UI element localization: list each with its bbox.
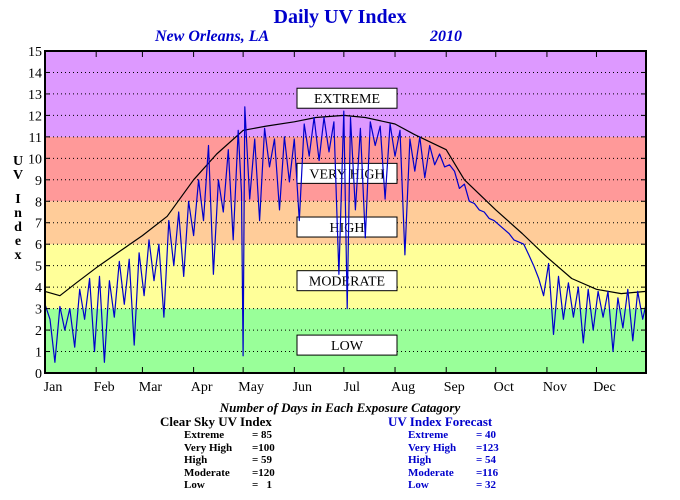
- band-label-high: HIGH: [296, 216, 398, 238]
- y-tick-label: 15: [28, 45, 42, 60]
- clear-sky-row-low: Low = 1: [160, 479, 275, 492]
- forecast-row-value: = 32: [476, 479, 497, 491]
- chart-subtitle-location: New Orleans, LA: [154, 28, 270, 45]
- y-tick-label: 9: [35, 174, 42, 189]
- forecast-row-extreme: Extreme = 40: [388, 429, 499, 442]
- forecast-row-value: =123: [476, 441, 499, 454]
- x-tick-label: Mar: [139, 380, 163, 395]
- y-tick-label: 14: [28, 66, 42, 81]
- band-label-low: LOW: [296, 334, 398, 356]
- chart-subtitle-year: 2010: [429, 28, 462, 45]
- forecast-row-moderate: Moderate =116: [388, 467, 499, 480]
- forecast-row-value: = 54: [476, 454, 497, 466]
- band-label-box: [296, 216, 398, 238]
- clear-sky-row-value: = 85: [252, 429, 273, 441]
- clear-sky-row-label: Low: [184, 479, 205, 491]
- series-uv-index-forecast: [44, 106, 647, 363]
- clear-sky-row-value: = 59: [252, 454, 273, 466]
- clear-sky-row-moderate: Moderate =120: [160, 467, 275, 480]
- y-tick-label: 12: [28, 109, 42, 124]
- band-label-text: LOW: [331, 339, 364, 354]
- x-tick-label: Sep: [444, 380, 465, 395]
- x-tick-label: Jul: [344, 380, 360, 395]
- band-label-box: [296, 334, 398, 356]
- y-tick-label: 10: [28, 152, 42, 167]
- forecast-row-high: High = 54: [388, 454, 499, 467]
- clear-sky-row-value: =120: [252, 466, 275, 479]
- x-tick-label: Jan: [44, 380, 63, 395]
- x-tick-label: Feb: [94, 380, 115, 395]
- clear-sky-row-label: Very High: [184, 441, 233, 454]
- clear-sky-stats: Clear Sky UV Index Extreme = 85 Very High =…: [160, 414, 275, 492]
- y-tick-label: 5: [35, 260, 42, 275]
- x-tick-label: Dec: [593, 380, 616, 395]
- clear-sky-row-value: =100: [252, 441, 275, 454]
- chart-title: Daily UV Index: [274, 6, 407, 28]
- forecast-stats: UV Index Forecast Extreme = 40 Very High =1…: [388, 414, 499, 492]
- forecast-row-label: Extreme: [408, 429, 449, 441]
- x-tick-label: Jun: [293, 380, 312, 395]
- forecast-row-label: Very High: [408, 441, 457, 454]
- forecast-row-label: High: [408, 454, 432, 466]
- footer-caption: Number of Days in Each Exposure Catagory: [219, 400, 461, 415]
- forecast-row-value: =116: [476, 466, 499, 479]
- x-tick-label: Oct: [494, 380, 514, 395]
- band-label-very-high: VERY HIGH: [296, 162, 398, 184]
- y-tick-label: 1: [35, 346, 42, 361]
- y-tick-label: 3: [35, 303, 42, 318]
- series-clear-sky-uv-index: [44, 114, 647, 297]
- forecast-row-label: Low: [408, 479, 429, 491]
- y-tick-label: 6: [35, 238, 42, 253]
- clear-sky-row-extreme: Extreme = 85: [160, 429, 275, 442]
- band-label-text: VERY HIGH: [309, 167, 384, 182]
- y-tick-label: 11: [29, 131, 42, 146]
- x-tick-label: Apr: [191, 380, 213, 395]
- y-tick-label: 0: [35, 367, 42, 382]
- forecast-row-low: Low = 32: [388, 479, 499, 492]
- clear-sky-row-high: High = 59: [160, 454, 275, 467]
- series-lines: [44, 106, 647, 363]
- band-label-box: [296, 87, 398, 109]
- band-label-text: HIGH: [330, 221, 365, 236]
- clear-sky-row-label: Extreme: [184, 429, 225, 441]
- clear-sky-row-label: Moderate: [184, 466, 230, 479]
- forecast-row-label: Moderate: [408, 466, 454, 479]
- forecast-row-very-high: Very High =123: [388, 442, 499, 455]
- band-label-text: EXTREME: [314, 92, 380, 107]
- x-tick-label: Nov: [543, 380, 567, 395]
- forecast-row-value: = 40: [476, 429, 497, 441]
- y-tick-label: 8: [35, 195, 42, 210]
- y-tick-label: 13: [28, 88, 42, 103]
- plot-frame: [44, 50, 647, 374]
- clear-sky-row-very-high: Very High =100: [160, 442, 275, 455]
- y-tick-label: 2: [35, 324, 42, 339]
- x-tick-label: Aug: [391, 380, 415, 395]
- y-tick-label: 7: [35, 217, 42, 232]
- clear-sky-stats-title: Clear Sky UV Index: [160, 414, 272, 429]
- band-label-extreme: EXTREME: [296, 87, 398, 109]
- clear-sky-row-value: = 1: [252, 479, 273, 491]
- x-axis-ticks: Jan Feb Mar Apr May Jun Jul Aug Sep Oct Nov Dec: [44, 51, 616, 395]
- clear-sky-row-label: High: [184, 454, 208, 466]
- forecast-stats-title: UV Index Forecast: [388, 414, 493, 429]
- x-tick-label: May: [238, 380, 264, 395]
- y-tick-label: 4: [35, 281, 42, 296]
